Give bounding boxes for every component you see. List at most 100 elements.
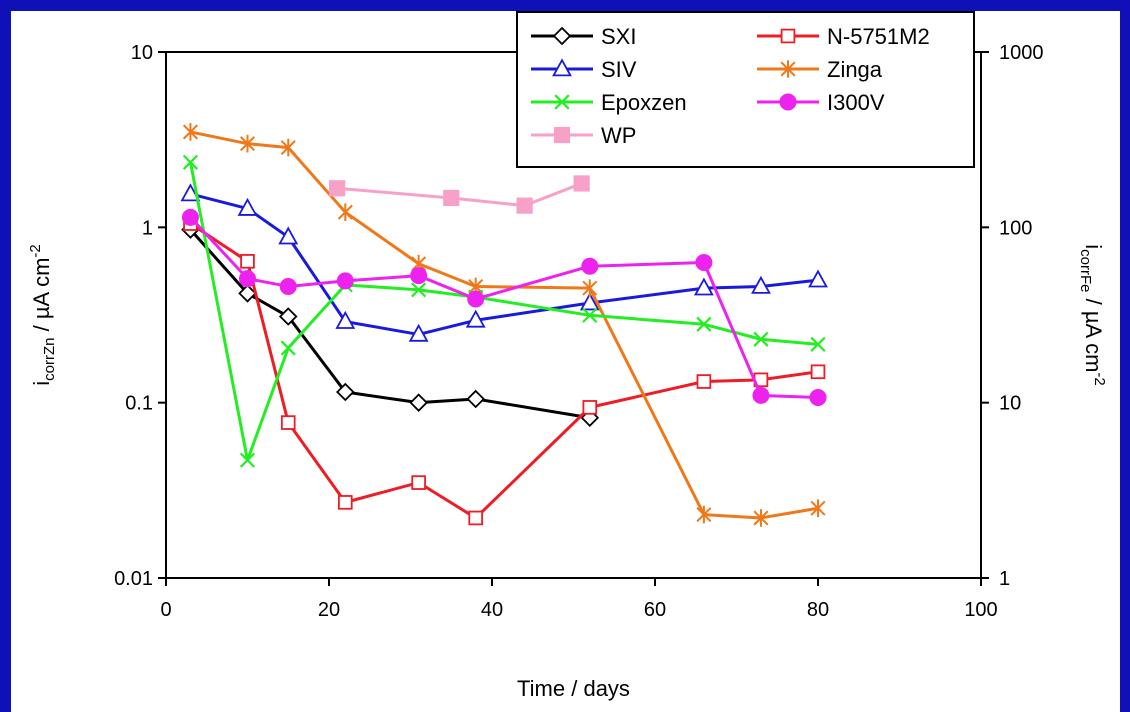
data-point: [810, 499, 826, 518]
data-point: [780, 60, 796, 78]
data-point: [810, 336, 826, 352]
series-line: [189, 216, 819, 400]
x-tick-label: 80: [807, 599, 829, 621]
data-point: [237, 197, 258, 216]
data-point: [182, 123, 198, 141]
legend-label: SIV: [601, 57, 637, 82]
data-point: [573, 175, 590, 192]
y-right-tick-label: 10: [999, 393, 1021, 415]
x-axis-label: Time / days: [517, 676, 630, 701]
legend-label: Epoxzen: [601, 90, 687, 115]
data-point: [411, 282, 427, 298]
y-right-tick-label: 100: [999, 217, 1032, 239]
data-point: [466, 389, 485, 409]
data-point: [409, 393, 428, 412]
data-point: [329, 180, 346, 197]
y-left-axis-label: icorrZn / µA cm-2: [27, 244, 58, 386]
corrosion-current-chart: 0 20 40 60 80 100 0.01 0.1 1 10 1 10 100 1000 SXI N-57…: [27, 11, 1108, 701]
x-tick-label: 20: [318, 599, 340, 621]
y-right-tick-label: 1: [999, 568, 1010, 590]
y-right-axis-label: icorrFe / µA cm-2: [1077, 244, 1108, 386]
y-left-tick-label: 0.01: [114, 568, 153, 590]
data-point: [751, 275, 771, 294]
y-left-tick-label: 10: [131, 42, 153, 64]
series-siv: [180, 183, 828, 342]
legend-label: N-5751M2: [827, 24, 930, 49]
data-point: [810, 364, 826, 380]
x-tick-label: 40: [481, 599, 503, 621]
data-point: [581, 257, 599, 275]
data-point: [467, 290, 485, 308]
legend-entry-zinga: Zinga: [757, 57, 883, 82]
data-point: [279, 277, 297, 295]
data-point: [240, 254, 255, 269]
data-point: [408, 323, 429, 342]
data-point: [278, 307, 298, 326]
series-line: [190, 192, 819, 336]
data-point: [411, 475, 426, 490]
legend-label: I300V: [827, 90, 885, 115]
data-point: [753, 331, 769, 347]
data-point: [809, 389, 827, 407]
chart-frame: 0 20 40 60 80 100 0.01 0.1 1 10 1 10 100 1000 SXI N-57…: [11, 11, 1120, 712]
data-point: [239, 452, 256, 468]
data-point: [552, 26, 572, 46]
data-point: [239, 134, 256, 153]
legend-entry-i300v: I300V: [757, 90, 885, 115]
series-zinga: [182, 123, 826, 527]
series-line: [337, 182, 583, 208]
data-point: [696, 505, 712, 524]
legend-box: [516, 11, 975, 168]
series-i300v: [181, 208, 827, 407]
legend-label: WP: [601, 123, 636, 148]
data-point: [468, 510, 483, 526]
data-point: [582, 307, 598, 323]
data-point: [239, 270, 256, 288]
data-point: [278, 226, 299, 245]
legend-entry-n-5751m2: N-5751M2: [757, 24, 930, 49]
data-point: [280, 340, 296, 356]
x-tick-label: 60: [644, 599, 666, 621]
axis-labels: Time / days icorrZn / µA cm-2 icorrFe / µA…: [27, 244, 1108, 701]
data-point: [554, 94, 570, 110]
data-point: [579, 292, 600, 311]
data-series: [180, 123, 828, 527]
axes: 0 20 40 60 80 100 0.01 0.1 1 10 1 10 100 1000: [114, 42, 1043, 621]
data-point: [753, 509, 769, 527]
series-sxi: [181, 220, 600, 428]
data-point: [582, 400, 598, 415]
data-point: [336, 382, 355, 402]
x-tick-label: 0: [160, 599, 171, 621]
series-wp: [329, 175, 590, 214]
data-point: [443, 189, 460, 207]
series-line: [190, 130, 819, 520]
y-right-tick-label: 1000: [999, 42, 1044, 64]
data-point: [695, 254, 713, 272]
data-point: [696, 316, 712, 332]
data-point: [280, 138, 296, 157]
data-point: [180, 183, 201, 202]
legend-label: Zinga: [827, 57, 883, 82]
data-point: [553, 126, 571, 144]
data-point: [582, 279, 598, 297]
y-left-tick-label: 1: [142, 217, 153, 239]
data-point: [465, 309, 486, 328]
data-point: [337, 495, 353, 510]
legend-entry-epoxzen: Epoxzen: [531, 90, 687, 115]
data-point: [779, 93, 797, 111]
data-point: [335, 310, 356, 329]
data-point: [780, 28, 796, 44]
data-point: [516, 197, 533, 214]
data-point: [280, 415, 296, 430]
data-point: [552, 58, 572, 77]
legend-label: SXI: [601, 24, 636, 49]
x-tick-label: 100: [964, 599, 997, 621]
legend: SXI N-5751M2 SIV Zinga Epoxzen I300V WP: [516, 11, 975, 168]
series-line: [189, 222, 819, 520]
legend-entry-siv: SIV: [531, 57, 637, 82]
legend-entry-wp: WP: [531, 123, 636, 148]
data-point: [337, 203, 353, 221]
data-point: [808, 269, 828, 288]
data-point: [752, 386, 770, 404]
legend-entry-sxi: SXI: [531, 24, 636, 49]
